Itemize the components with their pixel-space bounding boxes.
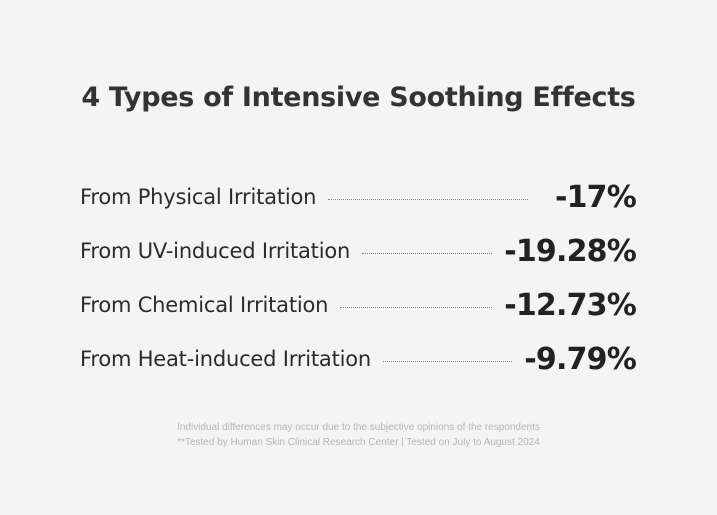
page-title: 4 Types of Intensive Soothing Effects [81,82,636,113]
list-item: From Chemical Irritation -12.73% [80,278,637,332]
effect-label: From UV-induced Irritation [80,239,351,263]
footnote-test-info: **Tested by Human Skin Clinical Research… [177,437,540,448]
dotted-leader [328,198,528,200]
list-item: From UV-induced Irritation -19.28% [80,224,637,278]
effect-value: -9.79% [524,341,637,377]
effect-value: -12.73% [504,287,637,323]
effect-label: From Physical Irritation [80,185,317,209]
effect-label: From Heat-induced Irritation [80,347,372,371]
dotted-leader [362,252,493,254]
footnotes: Individual differences may occur due to … [0,420,717,450]
footnote-disclaimer: Individual differences may occur due to … [177,422,540,433]
list-item: From Heat-induced Irritation -9.79% [80,332,637,386]
list-item: From Physical Irritation -17% [80,170,637,224]
effect-value: -17% [554,179,637,215]
effect-value: -19.28% [504,233,637,269]
dotted-leader [383,360,513,362]
dotted-leader [340,306,493,308]
effect-label: From Chemical Irritation [80,293,329,317]
effects-list: From Physical Irritation -17% From UV-in… [80,170,637,386]
